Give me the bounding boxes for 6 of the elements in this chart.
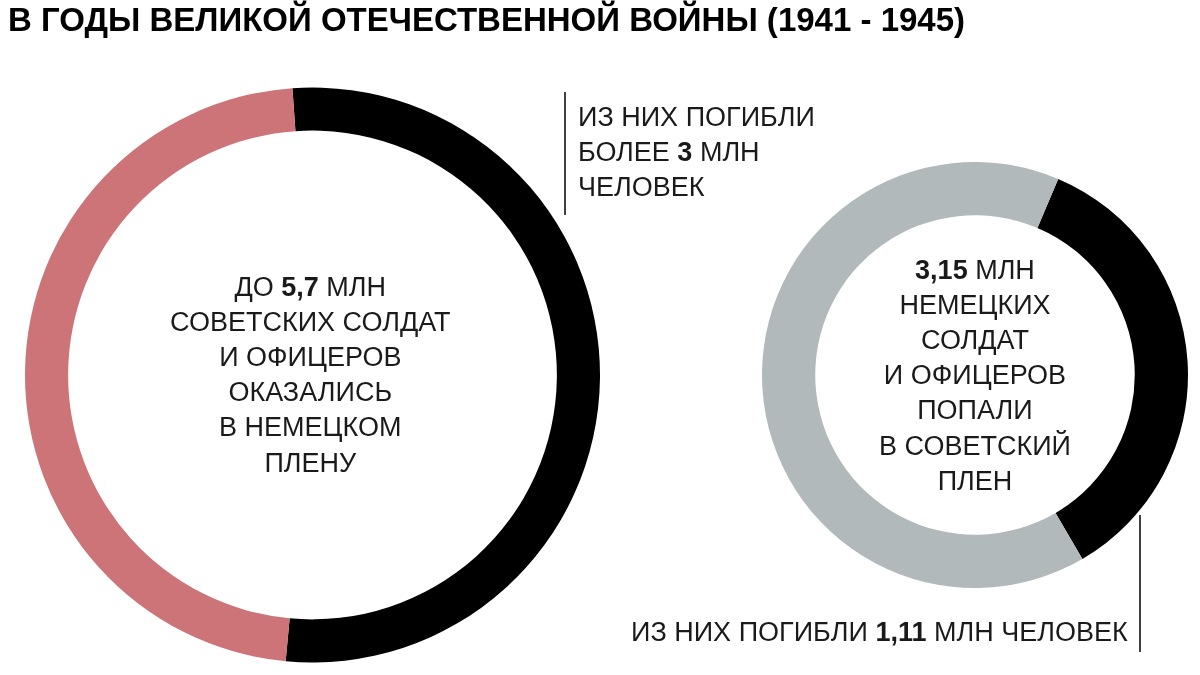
donut-slice xyxy=(762,162,1083,588)
text: ИЗ НИХ ПОГИБЛИ БОЛЕЕ 3 МЛН ЧЕЛОВЕК xyxy=(578,102,815,203)
text: ДО 5,7 МЛН СОВЕТСКИХ СОЛДАТ И ОФИЦЕРОВ ОКАЗАЛИСЬ В НЕМЕЦКОМ ПЛЕНУ xyxy=(170,272,451,478)
chart-title: В ГОДЫ ВЕЛИКОЙ ОТЕЧЕСТВЕННОЙ ВОЙНЫ (1941 - 1945) xyxy=(8,0,966,39)
text: 3,15 МЛН НЕМЕЦКИХ СОЛДАТ И ОФИЦЕРОВ ПОПАЛИ В СОВЕТСКИЙ ПЛЕН xyxy=(879,255,1071,496)
text: ИЗ НИХ ПОГИБЛИ 1,11 МЛН ЧЕЛОВЕК xyxy=(631,617,1128,647)
